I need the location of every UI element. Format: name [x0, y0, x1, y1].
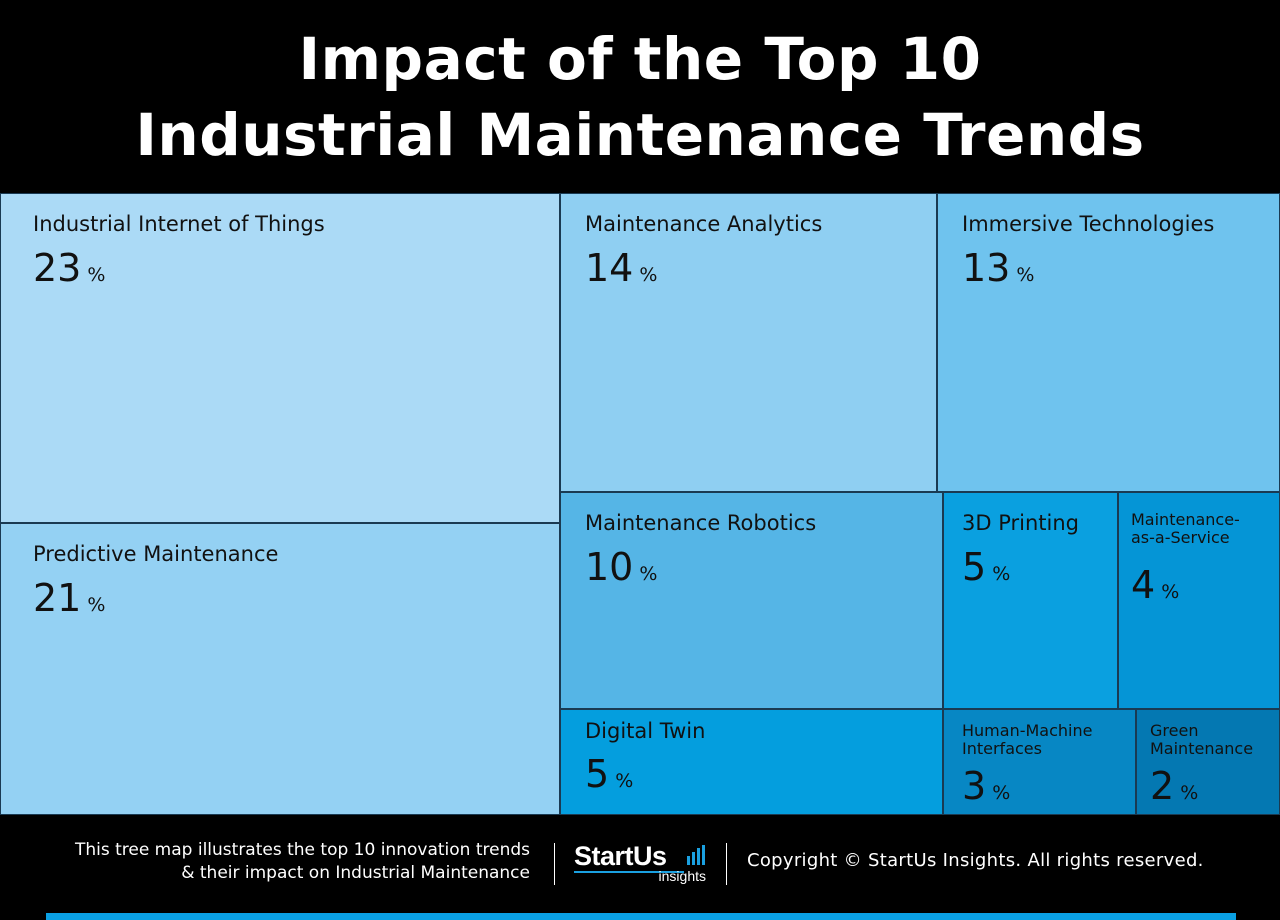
description-line-1: This tree map illustrates the top 10 inn… [74, 840, 530, 860]
chart-description: This tree map illustrates the top 10 inn… [75, 839, 530, 885]
tile-label: 3D Printing [962, 511, 1079, 535]
copyright-text: Copyright © StartUs Insights. All rights… [747, 850, 1204, 871]
treemap: Industrial Internet of Things 23% Predicti… [0, 193, 1280, 815]
accent-bar [46, 913, 1236, 920]
logo-bars-icon [687, 845, 711, 865]
chart-title-line-2: Industrial Maintenance Trends [135, 100, 1145, 169]
treemap-tile-immersive-technologies: Immersive Technologies 13% [937, 193, 1280, 492]
tile-label: Maintenance-as-a-Service [1131, 510, 1240, 548]
treemap-tile-predictive-maintenance: Predictive Maintenance 21% [0, 523, 560, 815]
treemap-tile-maintenance-analytics: Maintenance Analytics 14% [560, 193, 937, 492]
tile-label: Human-Machine Interfaces [962, 721, 1093, 759]
tile-value: 5% [585, 752, 634, 796]
tile-value: 2% [1150, 764, 1199, 808]
treemap-tile-maintenance-robotics: Maintenance Robotics 10% [560, 492, 943, 709]
logo-underline [574, 871, 684, 873]
tile-value: 13% [962, 246, 1035, 290]
description-line-2: & their impact on Industrial Maintenance [181, 863, 530, 883]
startus-insights-logo: StartUs insights [574, 841, 710, 887]
tile-label: Industrial Internet of Things [33, 212, 325, 236]
tile-value: 10% [585, 545, 658, 589]
treemap-tile-green-maintenance: Green Maintenance 2% [1136, 709, 1280, 815]
tile-value: 14% [585, 246, 658, 290]
logo-subtitle: insights [658, 868, 706, 884]
tile-label: Digital Twin [585, 719, 706, 743]
tile-label: Green Maintenance [1150, 721, 1254, 759]
tile-label: Maintenance Robotics [585, 511, 817, 535]
tile-value: 4% [1131, 563, 1180, 607]
tile-label: Predictive Maintenance [33, 542, 279, 566]
tile-label: Maintenance Analytics [585, 212, 823, 236]
header: Impact of the Top 10 Industrial Maintena… [0, 0, 1280, 193]
logo-wordmark: StartUs [574, 841, 667, 871]
footer-divider-right [726, 843, 727, 885]
footer-divider-left [554, 843, 555, 885]
tile-value: 3% [962, 764, 1011, 808]
treemap-tile-human-machine-interfaces: Human-Machine Interfaces 3% [943, 709, 1136, 815]
tile-value: 23% [33, 246, 106, 290]
treemap-tile-3d-printing: 3D Printing 5% [943, 492, 1118, 709]
treemap-tile-maintenance-as-a-service: Maintenance-as-a-Service 4% [1118, 492, 1280, 709]
tile-label: Immersive Technologies [962, 212, 1215, 236]
chart-title-line-1: Impact of the Top 10 [298, 24, 982, 93]
treemap-tile-industrial-internet-of-things: Industrial Internet of Things 23% [0, 193, 560, 523]
footer: This tree map illustrates the top 10 inn… [0, 815, 1280, 920]
tile-value: 21% [33, 576, 106, 620]
tile-value: 5% [962, 545, 1011, 589]
treemap-tile-digital-twin: Digital Twin 5% [560, 709, 943, 815]
